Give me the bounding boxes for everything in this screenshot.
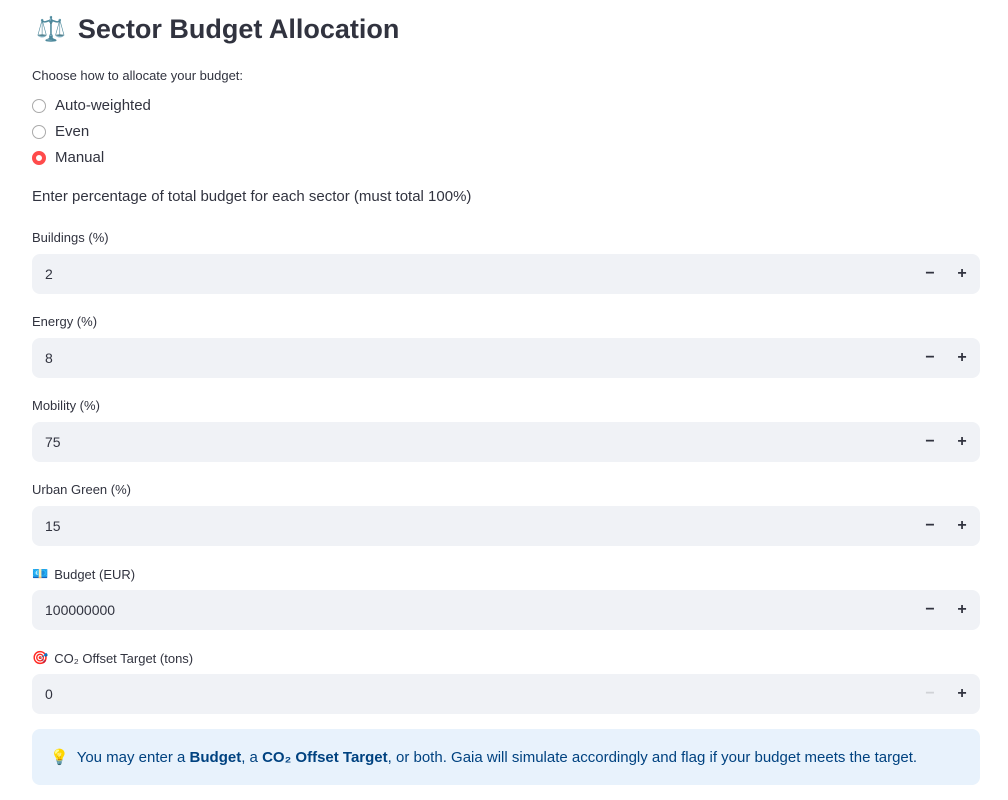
- budget-label: 💶 Budget (EUR): [32, 566, 135, 582]
- radio-manual[interactable]: Manual: [32, 149, 104, 166]
- decrement-button[interactable]: −: [925, 265, 935, 282]
- input-value[interactable]: 100000000: [45, 602, 116, 618]
- energy-label: Energy (%): [32, 314, 97, 329]
- co2-target-input[interactable]: 0 − +: [32, 674, 980, 714]
- input-value[interactable]: 2: [45, 266, 53, 282]
- radio-circle[interactable]: [32, 98, 46, 113]
- budget-input[interactable]: 100000000 − +: [32, 590, 980, 630]
- decrement-button[interactable]: −: [925, 433, 935, 450]
- radio-text: Even: [55, 123, 90, 140]
- allocation-label: Choose how to allocate your budget:: [32, 68, 244, 83]
- input-value[interactable]: 75: [45, 434, 61, 450]
- increment-button[interactable]: +: [957, 265, 967, 282]
- target-icon: 🎯: [32, 650, 49, 665]
- radio-circle-selected[interactable]: [32, 150, 46, 165]
- input-value[interactable]: 15: [45, 518, 61, 534]
- decrement-button[interactable]: −: [925, 349, 935, 366]
- input-value[interactable]: 8: [45, 350, 53, 366]
- lightbulb-icon: 💡: [50, 749, 69, 766]
- label-text: Budget (EUR): [54, 566, 136, 582]
- label-text: Mobility (%): [32, 398, 100, 413]
- increment-button[interactable]: +: [957, 349, 967, 366]
- increment-button[interactable]: +: [957, 601, 967, 618]
- energy-input[interactable]: 8 − +: [32, 338, 980, 378]
- instructions: Enter percentage of total budget for eac…: [32, 188, 472, 205]
- radio-text: Auto-weighted: [55, 97, 151, 114]
- label-text: CO₂ Offset Target (tons): [54, 650, 194, 666]
- radio-text: Manual: [55, 149, 105, 166]
- money-icon: 💶: [32, 566, 49, 581]
- info-text: You may enter a Budget, a CO₂ Offset Tar…: [76, 748, 918, 766]
- increment-button[interactable]: +: [957, 685, 967, 702]
- label-text: Buildings (%): [32, 230, 109, 245]
- label-text: Energy (%): [32, 314, 98, 329]
- urban-green-input[interactable]: 15 − +: [32, 506, 980, 546]
- decrement-button[interactable]: −: [925, 685, 935, 702]
- input-value[interactable]: 0: [45, 686, 53, 702]
- page-title-text: Sector Budget Allocation: [77, 14, 400, 44]
- radio-auto-weighted[interactable]: Auto-weighted: [32, 97, 151, 114]
- mobility-label: Mobility (%): [32, 398, 100, 413]
- label-text: Urban Green (%): [32, 482, 131, 497]
- mobility-input[interactable]: 75 − +: [32, 422, 980, 462]
- page-title: ⚖️ Sector Budget Allocation: [36, 14, 399, 45]
- increment-button[interactable]: +: [957, 433, 967, 450]
- info-box: 💡 You may enter a Budget, a CO₂ Offset T…: [32, 729, 980, 785]
- radio-circle[interactable]: [32, 124, 46, 139]
- decrement-button[interactable]: −: [925, 517, 935, 534]
- decrement-button[interactable]: −: [925, 601, 935, 618]
- buildings-label: Buildings (%): [32, 230, 109, 245]
- increment-button[interactable]: +: [957, 517, 967, 534]
- co2-target-label: 🎯 CO₂ Offset Target (tons): [32, 650, 193, 666]
- radio-even[interactable]: Even: [32, 123, 89, 140]
- buildings-input[interactable]: 2 − +: [32, 254, 980, 294]
- urban-green-label: Urban Green (%): [32, 482, 131, 497]
- balance-scale-icon: ⚖️: [36, 16, 66, 43]
